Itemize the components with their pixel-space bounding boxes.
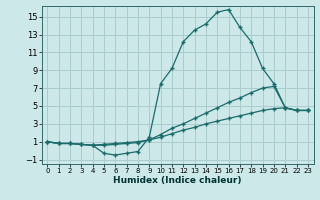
X-axis label: Humidex (Indice chaleur): Humidex (Indice chaleur) [113,176,242,185]
